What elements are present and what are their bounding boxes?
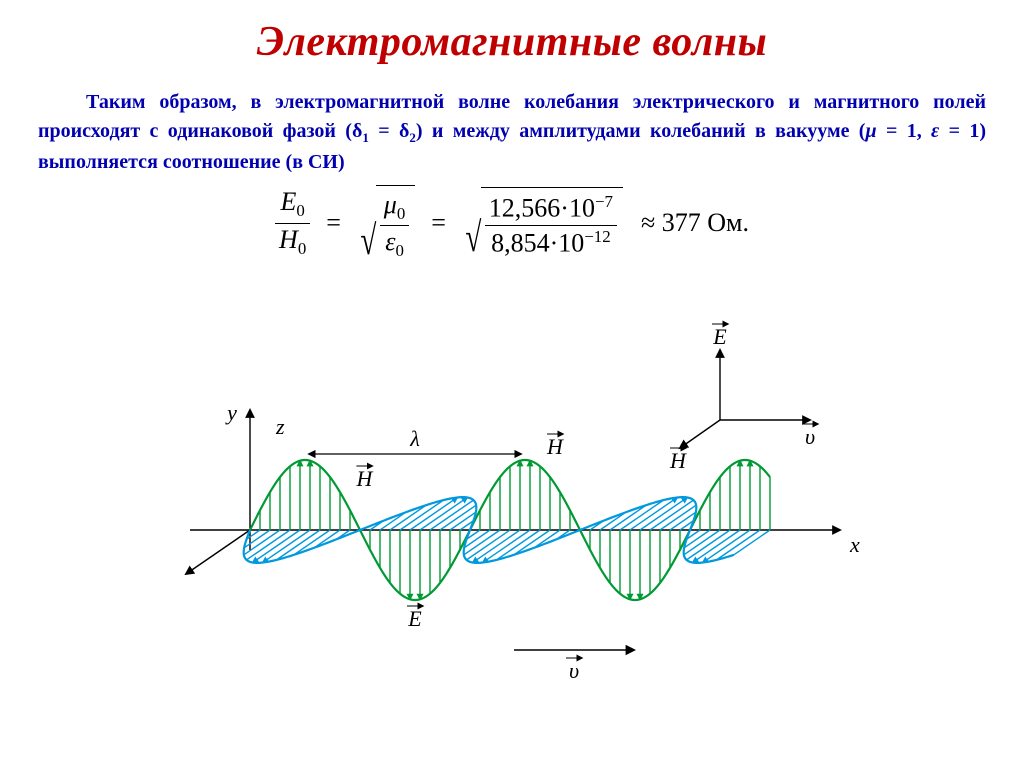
- svg-text:z: z: [275, 414, 285, 439]
- svg-text:E: E: [407, 606, 422, 631]
- svg-text:H: H: [669, 448, 687, 473]
- p-text3: = 1,: [877, 120, 931, 142]
- frac-EH: E0 H0: [275, 187, 310, 258]
- H-sub: 0: [298, 239, 306, 258]
- intro-paragraph: Таким образом, в электромагнитной волне …: [0, 66, 1024, 177]
- p-text2: ) и между амплитудами колебаний в вакуум…: [416, 120, 866, 142]
- equals: =: [320, 208, 347, 238]
- formula-result: ≈ 377 Ом.: [633, 208, 749, 238]
- svg-text:E: E: [712, 324, 727, 349]
- svg-text:H: H: [546, 434, 564, 459]
- eps0: ε: [385, 227, 395, 256]
- mu0: μ: [384, 190, 397, 219]
- num-bot: 8,854·10: [491, 229, 584, 258]
- sqrt-numeric: √ 12,566·10−7 8,854·10−12: [462, 187, 623, 258]
- svg-text:H: H: [355, 466, 373, 491]
- mu: μ: [865, 120, 876, 142]
- em-wave-diagram: x y z λ E H Hυ E Hυ: [160, 300, 880, 720]
- num-top: 12,566·10: [489, 194, 595, 223]
- p-eq: =: [369, 120, 399, 142]
- equals2: =: [425, 208, 452, 238]
- svg-text:υ: υ: [569, 658, 579, 683]
- delta2: δ: [399, 120, 409, 142]
- formula: E0 H0 = √ μ0 ε0 = √: [0, 185, 1024, 261]
- page-title: Электромагнитные волны: [0, 0, 1024, 66]
- svg-text:x: x: [849, 532, 860, 557]
- exp-bot: −12: [584, 227, 610, 246]
- E: E: [280, 187, 296, 216]
- H: H: [279, 225, 298, 254]
- svg-text:λ: λ: [409, 426, 420, 451]
- exp-top: −7: [595, 192, 613, 211]
- sqrt-mu-eps: √ μ0 ε0: [357, 185, 415, 261]
- E-sub: 0: [296, 202, 304, 221]
- svg-text:υ: υ: [805, 424, 815, 449]
- svg-text:y: y: [225, 400, 237, 425]
- delta1: δ: [352, 120, 362, 142]
